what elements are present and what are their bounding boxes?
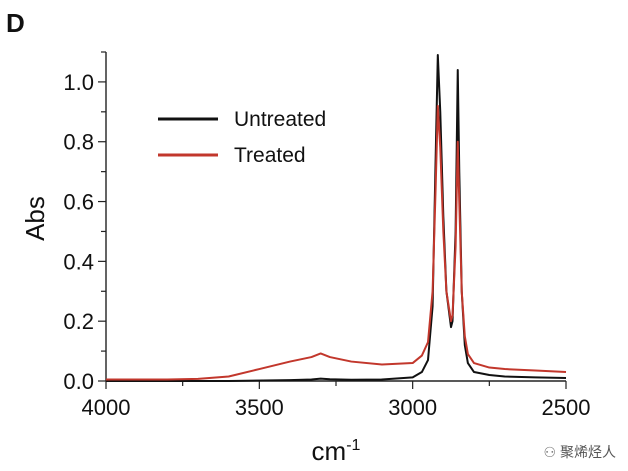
y-tick-label: 0.6 — [63, 190, 94, 215]
watermark-text: 聚烯烃人 — [560, 444, 616, 460]
x-axis-title-superscript: -1 — [346, 437, 360, 454]
y-axis-title: Abs — [20, 196, 50, 241]
series-line-treated — [106, 104, 567, 381]
y-tick-label: 0.8 — [63, 130, 94, 155]
watermark: ⚇ 聚烯烃人 — [543, 445, 616, 459]
x-tick-label: 3000 — [388, 395, 437, 420]
chart-axes — [105, 52, 566, 382]
x-axis-ticks: 4000 3500 3000 2500 — [82, 381, 591, 420]
legend-label-untreated: Untreated — [234, 108, 326, 131]
x-tick-label: 3500 — [235, 395, 284, 420]
y-tick-label: 0.0 — [63, 369, 94, 394]
wechat-icon: ⚇ — [543, 444, 556, 460]
series-layer — [106, 53, 567, 382]
panel-label: D — [6, 8, 25, 38]
y-axis-ticks: 0.0 0.2 0.4 0.6 0.8 1.0 — [63, 51, 106, 394]
x-axis-title-base: cm — [312, 436, 347, 466]
x-tick-label: 2500 — [542, 395, 591, 420]
y-tick-label: 0.2 — [63, 309, 94, 334]
legend-label-treated: Treated — [234, 144, 306, 167]
x-tick-label: 4000 — [82, 395, 131, 420]
y-tick-label: 1.0 — [63, 70, 94, 95]
y-tick-label: 0.4 — [63, 249, 94, 274]
x-axis-title: cm-1 — [312, 436, 361, 466]
chart-legend: Untreated Treated — [158, 108, 326, 167]
series-line-untreated — [106, 53, 567, 382]
